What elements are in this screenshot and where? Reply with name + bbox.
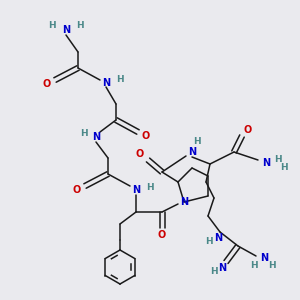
Text: N: N — [180, 197, 188, 207]
Text: N: N — [260, 253, 268, 263]
Text: N: N — [132, 185, 140, 195]
Text: H: H — [205, 238, 213, 247]
Text: H: H — [146, 182, 154, 191]
Text: O: O — [158, 230, 166, 240]
Text: N: N — [102, 78, 110, 88]
Text: O: O — [142, 131, 150, 141]
Text: N: N — [262, 158, 270, 168]
Text: N: N — [188, 147, 196, 157]
Text: H: H — [193, 137, 201, 146]
Text: H: H — [274, 155, 282, 164]
Text: H: H — [48, 20, 56, 29]
Text: N: N — [214, 233, 222, 243]
Text: H: H — [250, 262, 258, 271]
Text: O: O — [244, 125, 252, 135]
Text: N: N — [218, 263, 226, 273]
Text: O: O — [43, 79, 51, 89]
Text: H: H — [76, 20, 84, 29]
Text: N: N — [92, 132, 100, 142]
Text: H: H — [268, 262, 276, 271]
Text: O: O — [136, 149, 144, 159]
Text: N: N — [62, 25, 70, 35]
Text: O: O — [73, 185, 81, 195]
Text: H: H — [80, 130, 88, 139]
Text: H: H — [210, 268, 218, 277]
Text: H: H — [116, 76, 124, 85]
Text: H: H — [280, 163, 288, 172]
